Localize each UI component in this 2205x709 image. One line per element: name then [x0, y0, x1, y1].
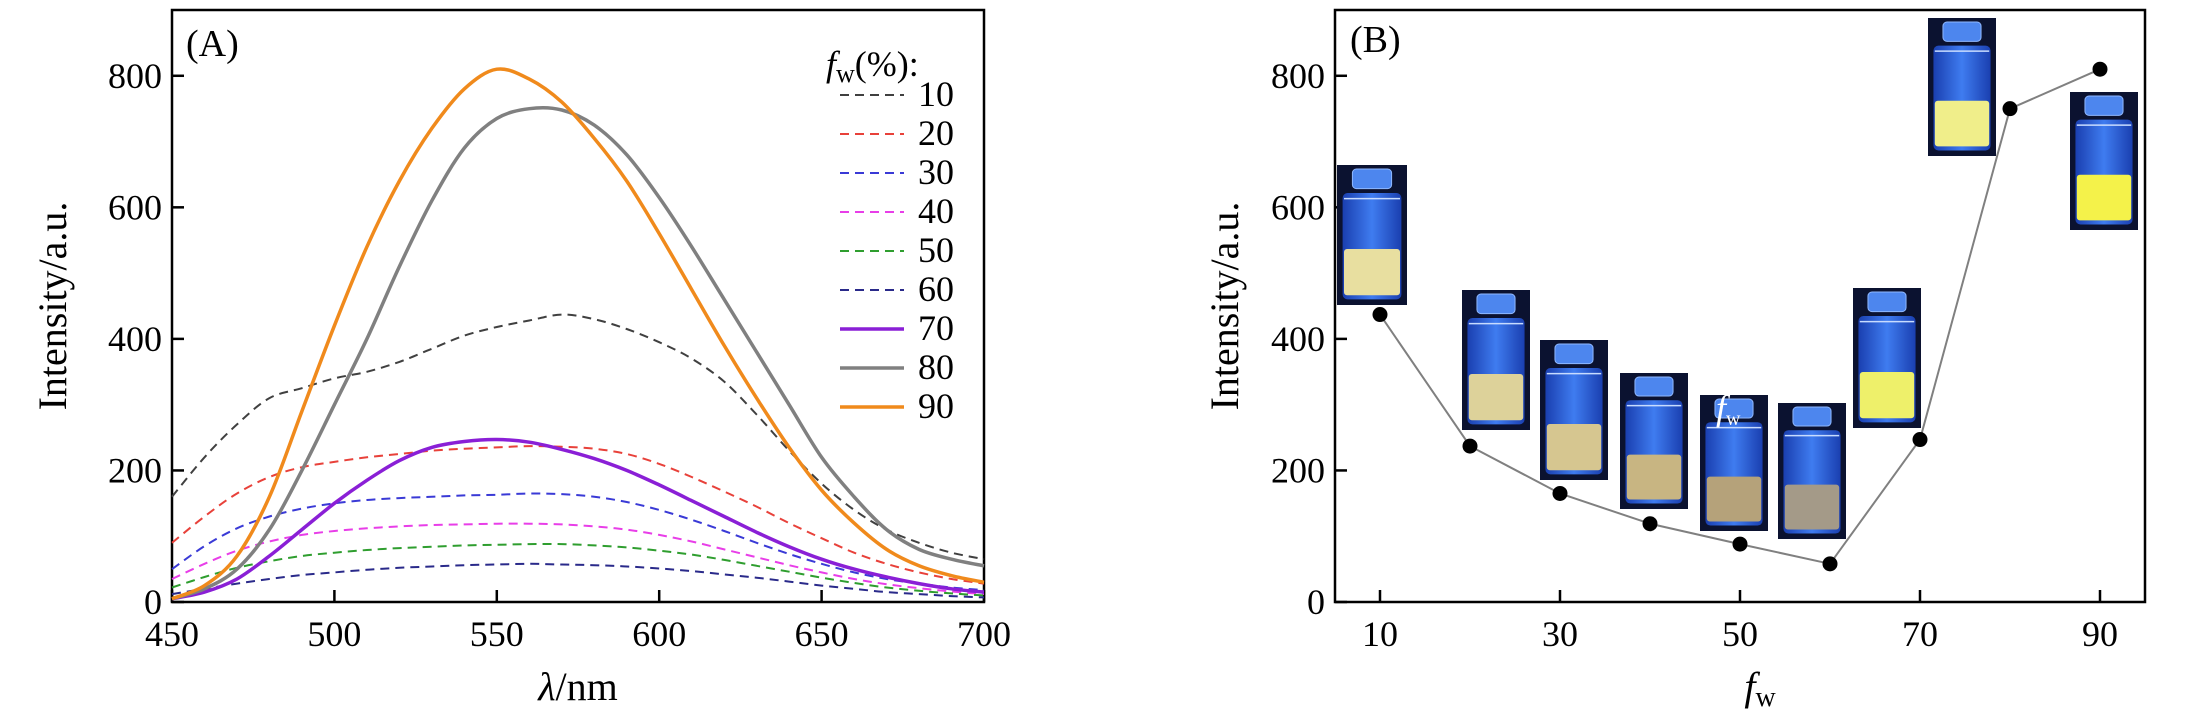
chart-a-y-tick-label: 0 [144, 582, 162, 622]
legend-label-fw-10: 10 [918, 74, 954, 114]
series-line-fw-30 [171, 492, 985, 592]
data-point-fw-50 [1732, 536, 1748, 552]
chart-a-y-tick-label: 800 [108, 56, 162, 96]
chart-b-y-tick-label: 200 [1271, 450, 1325, 490]
legend-label-fw-80: 80 [918, 347, 954, 387]
chart-a-y-tick-label: 400 [108, 319, 162, 359]
chart-b-x-label: fw [1744, 664, 1776, 709]
legend-label-fw-30: 30 [918, 152, 954, 192]
chart-a-y-axis: 0 200 400 600 800 [108, 56, 184, 622]
legend-label-fw-40: 40 [918, 191, 954, 231]
chart-b: (B) 0 200 400 600 800 10 30 50 70 90 fw Intensit… [1202, 8, 2147, 709]
chart-a-x-axis: 450 500 550 600 650 700 [145, 590, 1011, 654]
chart-a-frame [170, 8, 986, 604]
vial-photos: fw [1337, 18, 2138, 539]
chart-a-x-tick-label: 600 [632, 614, 686, 654]
data-point-fw-60 [1822, 556, 1838, 572]
vial-photo-fw-50 [1700, 395, 1768, 531]
vial-photo-fw-20 [1462, 290, 1530, 430]
chart-a-x-label: λ/nm [537, 664, 618, 709]
legend-label-fw-70: 70 [918, 308, 954, 348]
data-point-fw-30 [1552, 485, 1568, 501]
data-point-fw-40 [1642, 516, 1658, 532]
chart-a-x-tick-label: 450 [145, 614, 199, 654]
vial-annotation-label: fw [1716, 388, 1741, 430]
vial-photo-fw-80 [1928, 18, 1996, 156]
chart-b-x-tick-label: 10 [1362, 614, 1398, 654]
chart-a-y-tick-label: 600 [108, 187, 162, 227]
data-point-fw-80 [2002, 101, 2018, 117]
series-line-fw-50 [171, 542, 985, 597]
chart-a-x-tick-label: 700 [957, 614, 1011, 654]
chart-b-y-label: Intensity/a.u. [1202, 202, 1247, 411]
chart-a-x-tick-label: 500 [307, 614, 361, 654]
chart-b-x-axis: 10 30 50 70 90 [1362, 590, 2118, 654]
chart-b-y-tick-label: 400 [1271, 319, 1325, 359]
vial-photo-fw-30 [1540, 340, 1608, 480]
series-line-fw-70 [171, 437, 985, 601]
data-point-fw-10 [1372, 307, 1388, 323]
vial-photo-fw-40 [1620, 373, 1688, 509]
chart-a-x-tick-label: 550 [470, 614, 524, 654]
chart-b-y-tick-label: 600 [1271, 187, 1325, 227]
legend-label-fw-50: 50 [918, 230, 954, 270]
legend-label-fw-60: 60 [918, 269, 954, 309]
series-line-fw-60 [171, 562, 985, 599]
chart-b-y-axis: 0 200 400 600 800 [1271, 56, 1347, 622]
series-line-fw-10 [171, 313, 985, 561]
legend-title: fw(%): [826, 44, 919, 88]
chart-b-y-tick-label: 0 [1307, 582, 1325, 622]
legend-label-fw-90: 90 [918, 386, 954, 426]
chart-a-panel-label: (A) [186, 23, 239, 65]
chart-b-x-tick-label: 70 [1902, 614, 1938, 654]
legend-label-fw-20: 20 [918, 113, 954, 153]
series-line-fw-40 [171, 522, 985, 596]
chart-b-x-tick-label: 50 [1722, 614, 1758, 654]
chart-b-series [1372, 61, 2108, 572]
vial-photo-fw-60 [1778, 403, 1846, 539]
data-point-fw-70 [1912, 432, 1928, 448]
series-line-fw-90 [171, 67, 985, 601]
chart-b-panel-label: (B) [1350, 19, 1401, 61]
chart-a-y-label: Intensity/a.u. [30, 202, 75, 411]
chart-a-y-tick-label: 200 [108, 450, 162, 490]
vial-photo-fw-10 [1337, 165, 1407, 305]
data-point-fw-90 [2092, 61, 2108, 77]
chart-a-series [171, 67, 985, 601]
chart-a: (A) 0 200 400 600 800 450 500 550 600 650 700 Int… [30, 8, 1011, 709]
chart-a-x-tick-label: 650 [795, 614, 849, 654]
series-line-fw-80 [171, 105, 985, 601]
chart-b-y-tick-label: 800 [1271, 56, 1325, 96]
chart-b-x-tick-label: 90 [2082, 614, 2118, 654]
data-point-fw-20 [1462, 438, 1478, 454]
vial-photo-fw-90 [2070, 92, 2138, 230]
chart-b-x-tick-label: 30 [1542, 614, 1578, 654]
vial-photo-fw-70 [1853, 288, 1921, 428]
